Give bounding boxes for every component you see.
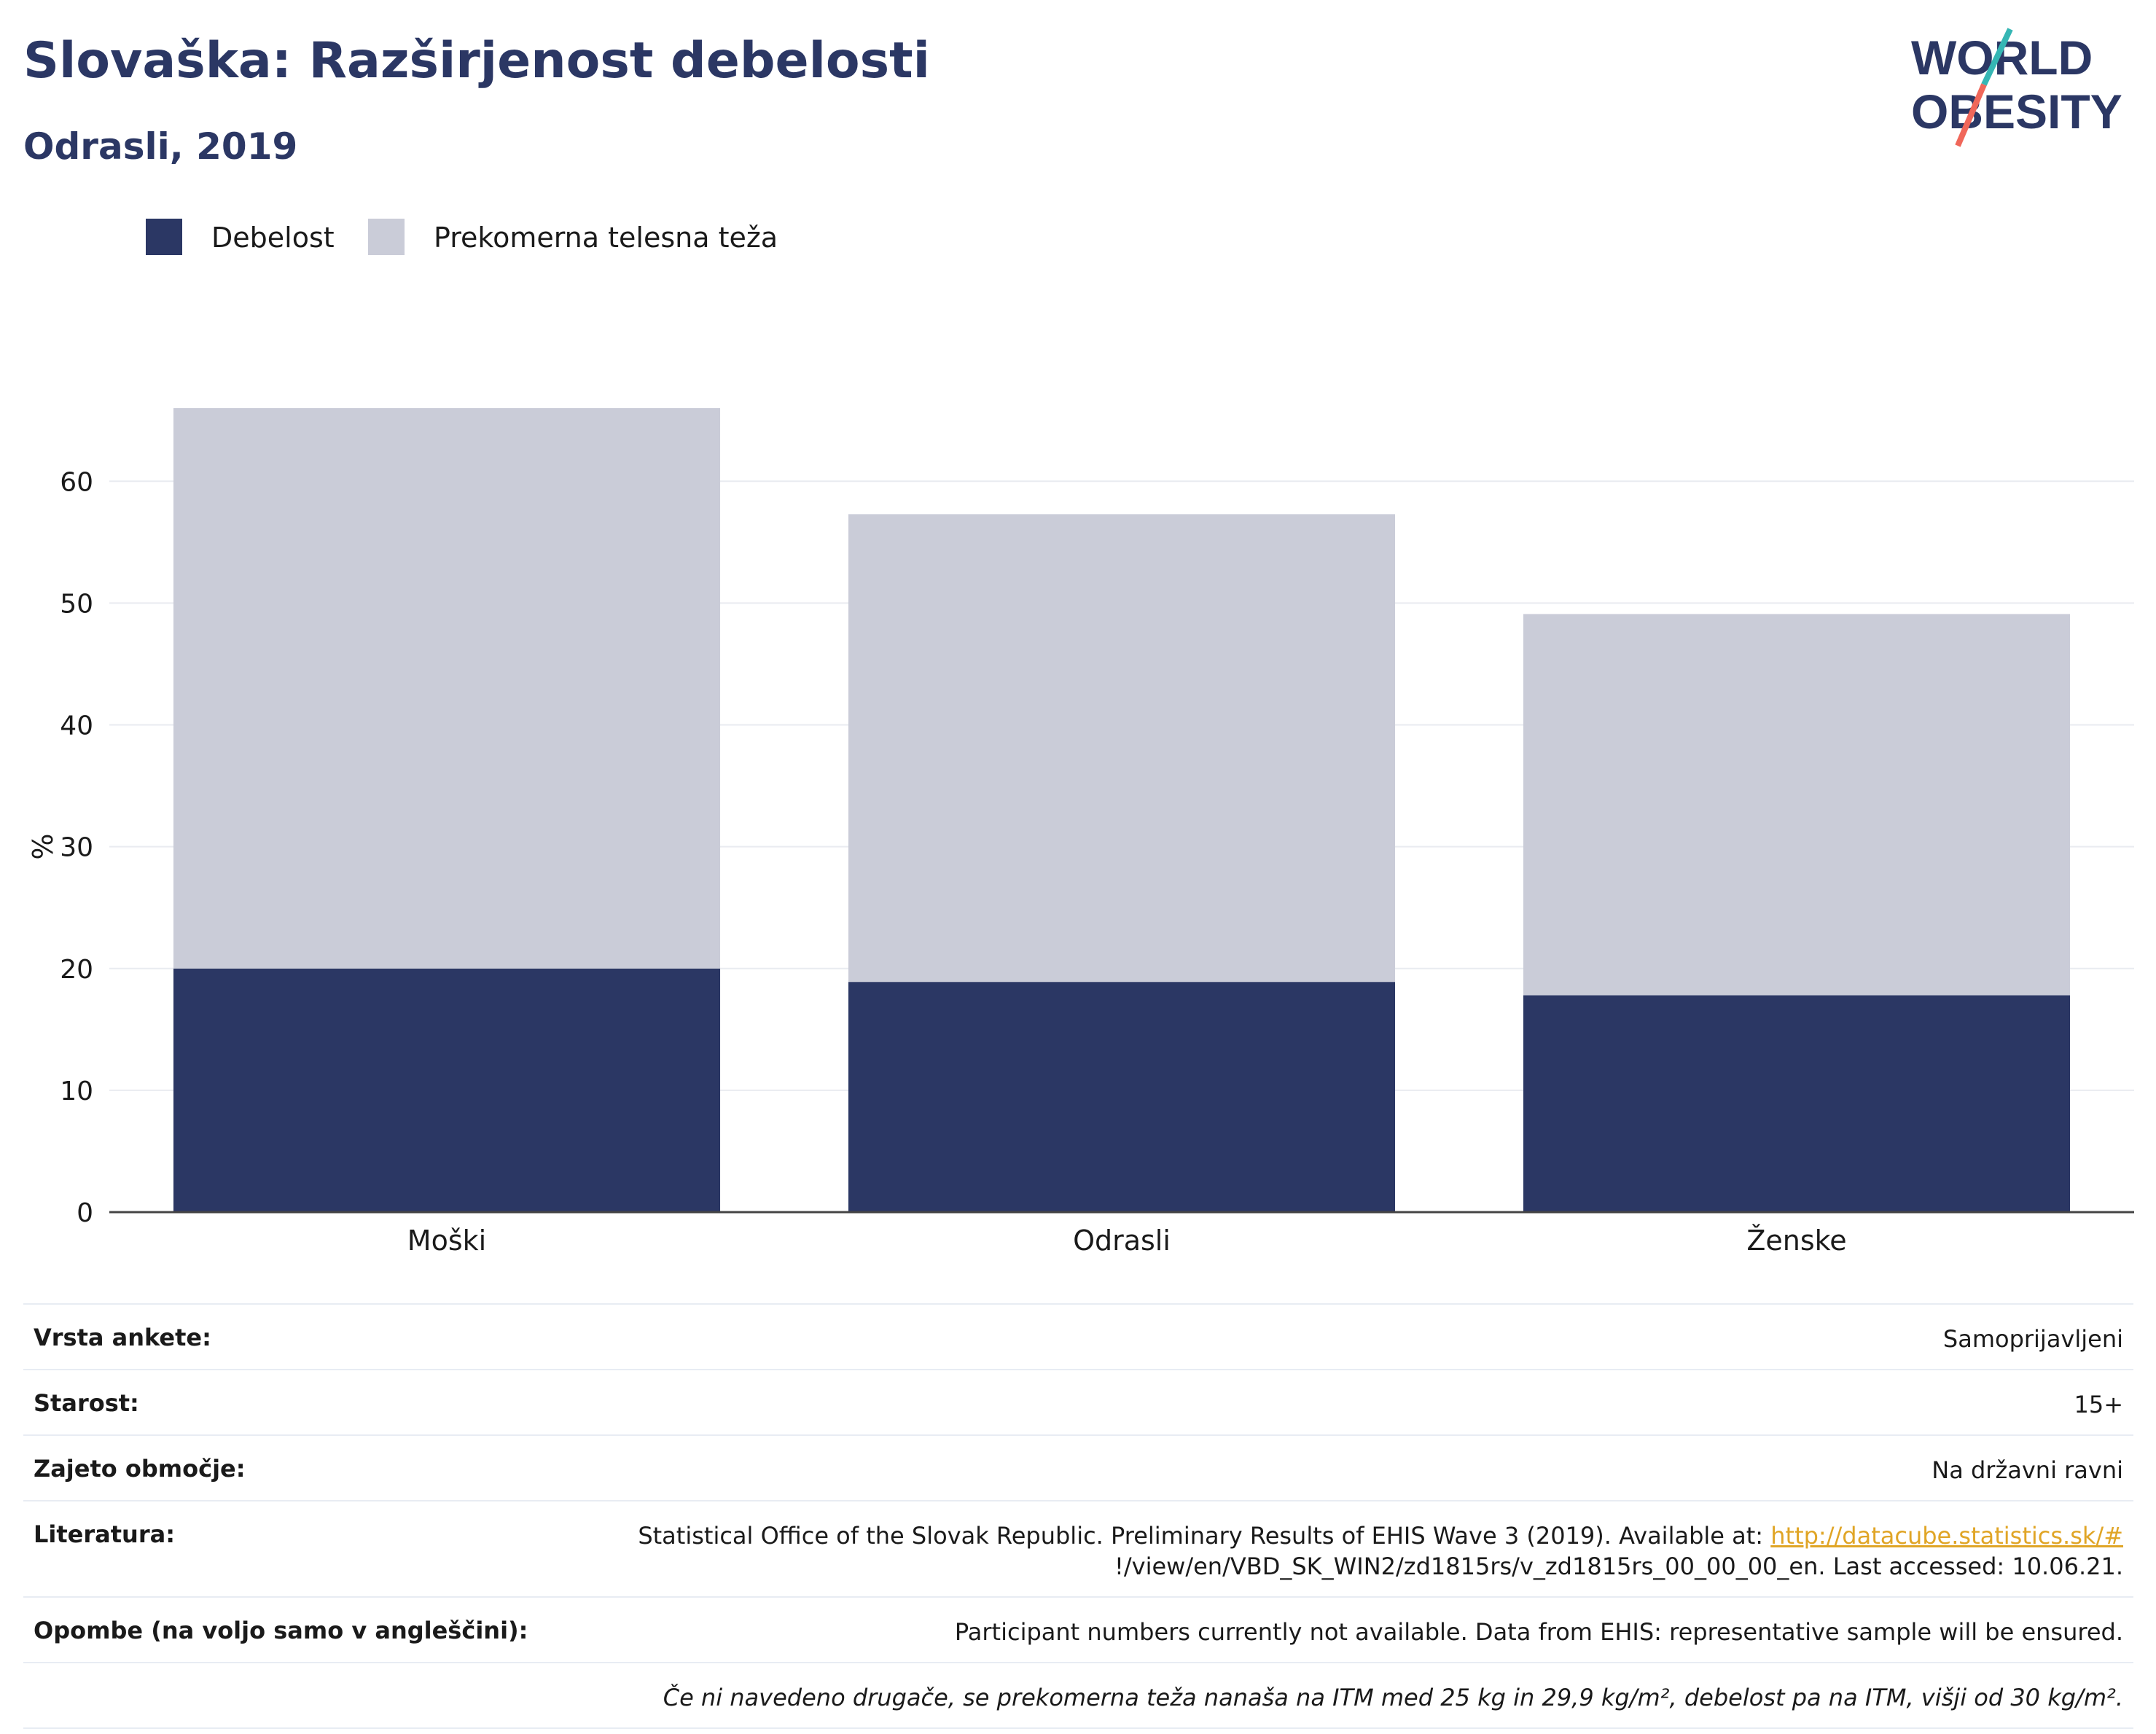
legend-swatch-prekomerna <box>368 219 405 255</box>
y-tick-label: 30 <box>60 833 93 863</box>
info-value-coverage: Na državni ravni <box>1932 1456 2123 1484</box>
bar-overweight-1 <box>848 514 1396 983</box>
y-tick-label: 60 <box>60 467 93 497</box>
info-value-survey: Samoprijavljeni <box>1942 1325 2123 1353</box>
info-footnote: Če ni navedeno drugače, se prekomerna te… <box>663 1684 2123 1711</box>
info-row-coverage: Zajeto območje: Na državni ravni <box>23 1434 2133 1500</box>
y-axis-title: % <box>27 834 59 860</box>
chart-title: Slovaška: Razširjenost debelosti <box>23 32 930 90</box>
logo-line2: OBESITY <box>1911 85 2122 138</box>
chart-subtitle: Odrasli, 2019 <box>23 125 298 168</box>
info-label-coverage: Zajeto območje: <box>34 1455 246 1483</box>
info-table: Vrsta ankete: Samoprijavljeni Starost: 1… <box>23 1303 2133 1729</box>
bar-overweight-0 <box>173 408 721 969</box>
logo-slash-coral <box>1955 83 1987 147</box>
y-tick-label: 40 <box>60 711 93 741</box>
y-tick-label: 20 <box>60 955 93 985</box>
bar-obesity-1 <box>848 982 1396 1212</box>
y-tick-label: 0 <box>77 1198 93 1228</box>
reference-text: Statistical Office of the Slovak Republi… <box>638 1522 1771 1550</box>
info-value-references: Statistical Office of the Slovak Republi… <box>23 1501 2133 1596</box>
logo-slash-teal <box>1981 28 2013 86</box>
info-label-notes: Opombe (na voljo samo v angleščini): <box>34 1617 528 1644</box>
logo-line1: WORLD <box>1911 31 2093 85</box>
bar-chart: 0 10 20 30 40 50 60% Moški Odrasli Ženske <box>27 408 2134 1257</box>
info-value-notes: Participant numbers currently not availa… <box>954 1618 2123 1646</box>
bar-overweight-2 <box>1523 614 2071 996</box>
x-tick-label: Odrasli <box>1073 1225 1171 1257</box>
y-tick-label: 10 <box>60 1077 93 1106</box>
info-row-notes: Opombe (na voljo samo v angleščini): Par… <box>23 1596 2133 1662</box>
reference-text-continued: !/view/en/VBD_SK_WIN2/zd1815rs/v_zd1815r… <box>1114 1553 2123 1580</box>
legend-label-prekomerna: Prekomerna telesna teža <box>434 222 778 254</box>
legend-label-debelost: Debelost <box>211 222 335 254</box>
info-row-survey: Vrsta ankete: Samoprijavljeni <box>23 1303 2133 1369</box>
bar-obesity-2 <box>1523 995 2071 1212</box>
x-tick-label: Ženske <box>1746 1225 1846 1257</box>
world-obesity-logo: WORLD OBESITY <box>1911 28 2122 147</box>
reference-link[interactable]: http://datacube.statistics.sk/# <box>1770 1522 2123 1550</box>
info-value-age: 15+ <box>2074 1391 2123 1418</box>
info-row-footnote: Če ni navedeno drugače, se prekomerna te… <box>23 1662 2133 1729</box>
y-tick-label: 50 <box>60 589 93 619</box>
info-row-references: Literatura: Statistical Office of the Sl… <box>23 1500 2133 1596</box>
legend-swatch-debelost <box>146 219 182 255</box>
info-label-survey: Vrsta ankete: <box>34 1324 211 1351</box>
info-row-age: Starost: 15+ <box>23 1369 2133 1434</box>
x-tick-label: Moški <box>407 1225 486 1257</box>
info-label-age: Starost: <box>34 1389 139 1417</box>
bar-obesity-0 <box>173 968 721 1212</box>
info-label-references: Literatura: <box>34 1520 175 1548</box>
